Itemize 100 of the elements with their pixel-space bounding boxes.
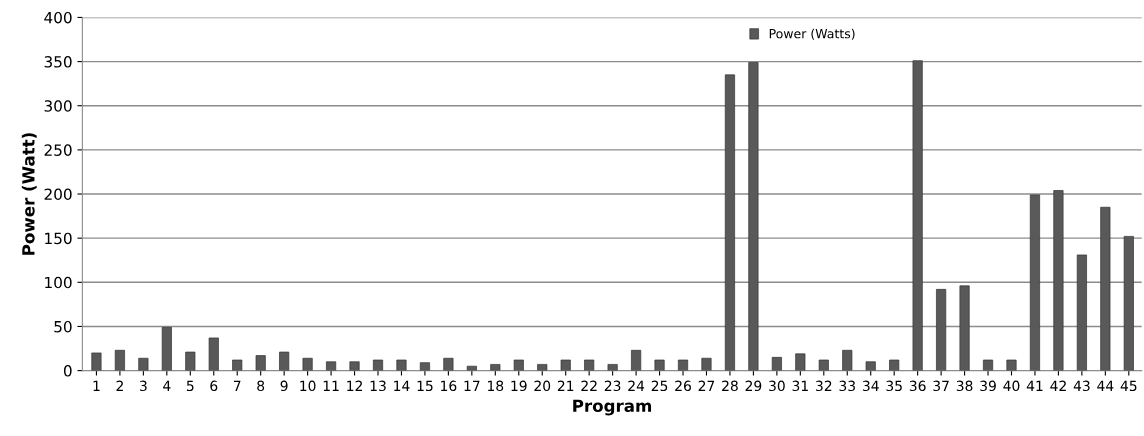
- bar: [748, 62, 759, 371]
- y-tick-label: 0: [63, 365, 72, 377]
- bar: [1006, 359, 1017, 371]
- x-tick-label: 36: [909, 380, 926, 392]
- x-tick-label: 19: [511, 380, 527, 392]
- x-tick-label: 4: [163, 380, 171, 391]
- bar: [208, 337, 219, 371]
- bar: [865, 361, 876, 371]
- bar: [279, 351, 290, 371]
- x-tick-label: 8: [257, 380, 265, 392]
- x-tick-label: 25: [651, 380, 668, 392]
- bar: [654, 359, 665, 371]
- bar: [255, 355, 266, 371]
- bar: [677, 359, 689, 371]
- x-tick-label: 32: [816, 380, 832, 392]
- bar: [537, 364, 548, 371]
- x-tick-label: 16: [441, 380, 457, 392]
- y-tick-label: 150: [45, 232, 72, 245]
- x-tick-label: 22: [581, 380, 597, 391]
- x-tick-label: 1: [93, 380, 100, 391]
- x-tick-label: 34: [862, 380, 879, 392]
- bar: [1100, 206, 1111, 371]
- x-tick-label: 29: [745, 380, 762, 392]
- bar: [818, 359, 829, 371]
- x-tick-label: 2: [116, 380, 123, 391]
- bar: [138, 357, 149, 371]
- x-tick-label: 17: [464, 380, 480, 391]
- x-tick-label: 21: [557, 380, 574, 391]
- bar: [419, 362, 430, 371]
- x-tick-label: 12: [347, 380, 362, 391]
- bar: [771, 357, 782, 371]
- bar: [842, 349, 853, 371]
- y-tick-label: 200: [44, 188, 72, 201]
- x-tick-label: 45: [1120, 380, 1137, 392]
- x-tick-label: 15: [417, 380, 433, 392]
- x-tick-label: 9: [280, 380, 288, 392]
- bar: [326, 361, 337, 371]
- x-tick-label: 39: [980, 380, 996, 392]
- bar: [513, 359, 524, 371]
- x-tick-label: 44: [1097, 380, 1114, 391]
- bar: [982, 359, 994, 371]
- y-axis-title: Power (Watt): [21, 133, 37, 255]
- x-tick-label: 24: [628, 380, 645, 391]
- x-tick-label: 7: [233, 380, 241, 391]
- bar: [584, 359, 595, 371]
- x-tick-label: 31: [792, 380, 808, 392]
- bar: [959, 285, 970, 371]
- bar: [560, 359, 571, 371]
- bar: [185, 351, 196, 371]
- y-tick-label: 350: [44, 56, 72, 68]
- bar: [349, 361, 360, 371]
- x-tick-label: 27: [698, 380, 715, 391]
- x-tick-label: 41: [1026, 380, 1043, 391]
- bar: [795, 353, 806, 371]
- x-tick-label: 38: [956, 380, 973, 392]
- x-tick-label: 43: [1073, 380, 1090, 392]
- bar: [161, 326, 172, 371]
- x-tick-label: 28: [722, 380, 738, 392]
- x-axis-title: Program: [573, 399, 652, 416]
- bar: [1053, 190, 1064, 371]
- x-tick-label: 40: [1003, 380, 1020, 392]
- x-tick-label: 37: [933, 380, 949, 392]
- x-tick-label: 33: [839, 380, 855, 392]
- bar: [372, 359, 384, 371]
- x-tick-label: 3: [140, 380, 147, 392]
- legend-label: Power (Watts): [769, 28, 855, 40]
- x-tick-label: 5: [186, 380, 194, 392]
- y-tick-label: 50: [54, 320, 72, 333]
- bar: [91, 352, 102, 371]
- x-tick-label: 13: [370, 380, 386, 392]
- bar: [912, 60, 923, 371]
- bar: [1029, 194, 1040, 371]
- bar: [114, 349, 125, 371]
- bar: [724, 74, 735, 371]
- x-tick-label: 6: [210, 380, 218, 392]
- x-tick-label: 10: [300, 380, 316, 392]
- x-tick-label: 30: [769, 380, 785, 392]
- bar: [490, 364, 501, 371]
- bar: [936, 289, 947, 371]
- bar: [607, 364, 618, 371]
- x-tick-label: 23: [604, 380, 621, 392]
- x-tick-label: 42: [1050, 380, 1066, 391]
- bar: [443, 357, 454, 371]
- x-tick-label: 14: [394, 380, 410, 391]
- x-tick-label: 26: [675, 380, 691, 392]
- x-tick-label: 20: [534, 380, 551, 392]
- bar: [701, 357, 712, 371]
- x-tick-label: 18: [488, 380, 504, 392]
- y-tick-label: 100: [45, 276, 72, 289]
- bar: [1076, 254, 1087, 371]
- bar: [631, 349, 642, 371]
- bar: [1123, 236, 1134, 371]
- y-tick-label: 300: [44, 100, 72, 112]
- x-tick-label: 35: [886, 380, 902, 392]
- bar: [396, 359, 407, 371]
- bar: [232, 359, 243, 371]
- x-tick-label: 11: [323, 380, 339, 391]
- y-tick-label: 250: [44, 144, 72, 156]
- bar: [302, 357, 313, 371]
- bar: [889, 359, 900, 371]
